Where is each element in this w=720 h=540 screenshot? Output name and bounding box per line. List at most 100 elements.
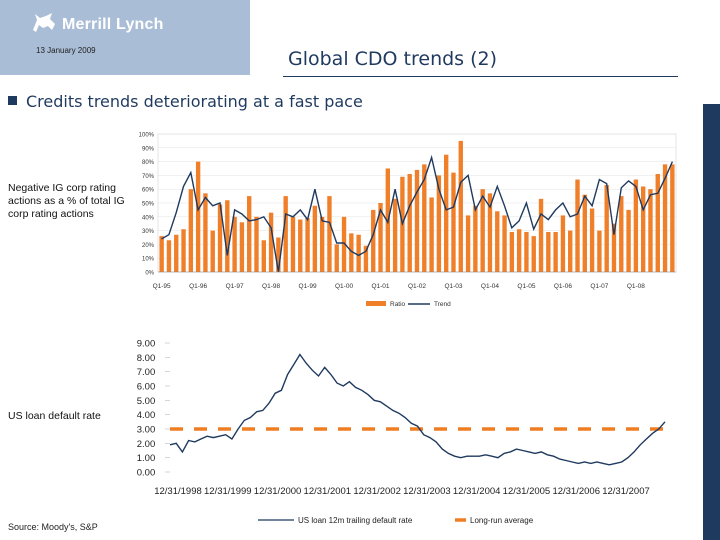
x-tick-label: 12/31/2003 xyxy=(403,486,451,497)
bar xyxy=(655,174,660,272)
bar xyxy=(378,203,383,272)
y-tick-label: 10% xyxy=(142,257,155,263)
y-tick-label: 30% xyxy=(142,229,155,235)
bar xyxy=(458,140,463,272)
y-tick-label: 80% xyxy=(142,160,155,166)
bar xyxy=(604,185,609,272)
y-tick-label: 1.00 xyxy=(137,453,156,464)
bar xyxy=(210,230,215,272)
y-tick-label: 5.00 xyxy=(137,396,156,407)
bullet-headline: Credits trends deteriorating at a fast p… xyxy=(26,92,363,111)
bar xyxy=(443,154,449,272)
bullet-square-icon xyxy=(8,96,17,105)
bar xyxy=(356,234,361,272)
x-tick-label: Q1-99 xyxy=(299,283,317,290)
bar xyxy=(582,194,587,272)
x-tick-label: Q1-01 xyxy=(371,283,389,290)
y-tick-label: 70% xyxy=(142,174,155,180)
bar xyxy=(429,197,434,272)
y-tick-label: 4.00 xyxy=(137,410,156,421)
bar xyxy=(538,198,544,272)
x-tick-label: 12/31/2007 xyxy=(602,486,650,497)
chart2-side-label: US loan default rate xyxy=(8,410,101,422)
bar xyxy=(407,174,412,272)
x-tick-label: 12/31/2006 xyxy=(552,486,600,497)
bar xyxy=(422,164,427,272)
x-tick-label: 12/31/2000 xyxy=(254,486,302,497)
bar xyxy=(414,169,420,272)
bar xyxy=(487,193,493,272)
bar xyxy=(509,231,515,272)
bar xyxy=(166,240,172,272)
bar xyxy=(276,237,281,272)
y-tick-label: 6.00 xyxy=(137,382,156,393)
y-tick-label: 0.00 xyxy=(137,468,156,479)
x-tick-label: 12/31/2004 xyxy=(453,486,501,497)
x-tick-label: 12/31/1998 xyxy=(154,486,202,497)
bar xyxy=(247,196,252,272)
bar xyxy=(640,186,646,272)
bar xyxy=(575,179,580,272)
title-divider xyxy=(283,76,678,77)
x-tick-label: Q1-04 xyxy=(481,283,499,290)
bar xyxy=(254,216,259,272)
legend-label-average: Long-run average xyxy=(470,516,534,525)
x-tick-label: Q1-07 xyxy=(590,283,608,290)
bar xyxy=(495,211,500,272)
bar xyxy=(195,161,201,272)
bar xyxy=(662,164,668,272)
bar xyxy=(633,179,639,272)
bar xyxy=(436,175,442,272)
trend-line xyxy=(161,154,674,273)
bar xyxy=(516,229,522,272)
x-tick-label: Q1-03 xyxy=(444,283,462,290)
bar xyxy=(589,208,595,272)
x-tick-label: Q1-08 xyxy=(627,283,645,290)
y-tick-label: 100% xyxy=(139,133,155,139)
bar xyxy=(181,229,186,272)
x-tick-label: Q1-02 xyxy=(408,283,426,290)
source-note: Source: Moody's, S&P xyxy=(8,522,98,532)
bar xyxy=(174,234,179,272)
x-tick-label: Q1-96 xyxy=(189,283,207,290)
y-tick-label: 0% xyxy=(145,271,154,277)
bar xyxy=(568,230,573,272)
bar xyxy=(451,172,456,272)
legend-label-default-rate: US loan 12m trailing default rate xyxy=(298,516,413,525)
bar xyxy=(524,231,529,272)
x-tick-label: Q1-06 xyxy=(554,283,572,290)
bar xyxy=(283,196,288,272)
bar xyxy=(319,216,325,272)
bar xyxy=(502,215,507,272)
bar xyxy=(670,164,675,272)
bar xyxy=(626,209,631,272)
bar xyxy=(531,236,536,272)
bar xyxy=(648,189,653,272)
y-tick-label: 2.00 xyxy=(137,439,156,450)
x-tick-label: 12/31/2002 xyxy=(353,486,401,497)
bar xyxy=(611,223,617,272)
bar xyxy=(546,231,551,272)
bar xyxy=(290,216,296,272)
bar xyxy=(560,215,566,272)
x-tick-label: Q1-98 xyxy=(262,283,280,290)
bar xyxy=(327,196,332,272)
x-tick-label: 12/31/1999 xyxy=(204,486,252,497)
bar xyxy=(597,230,602,272)
bar xyxy=(232,216,237,272)
bar xyxy=(473,205,478,272)
y-tick-label: 9.00 xyxy=(137,339,156,350)
x-tick-label: 12/31/2001 xyxy=(304,486,352,497)
default-rate-line xyxy=(169,353,666,466)
y-tick-label: 7.00 xyxy=(137,367,156,378)
x-tick-label: Q1-95 xyxy=(153,283,171,290)
logo-text: Merrill Lynch xyxy=(62,16,164,33)
report-date: 13 January 2009 xyxy=(36,46,96,55)
legend-swatch-ratio xyxy=(366,301,386,306)
bull-logo-icon xyxy=(33,13,55,32)
bar xyxy=(334,244,339,272)
chart1-side-label: Negative IG corp rating actions as a % o… xyxy=(8,182,125,220)
legend-label-ratio: Ratio xyxy=(390,301,406,308)
bar xyxy=(203,193,208,272)
legend-label-trend: Trend xyxy=(434,301,451,308)
